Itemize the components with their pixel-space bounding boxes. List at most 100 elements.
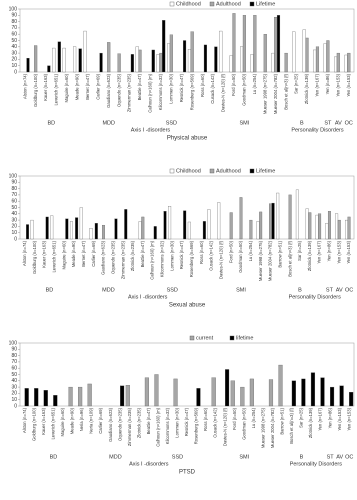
y-tick-label: 10 xyxy=(11,397,17,403)
bar xyxy=(87,383,92,407)
legend-swatch xyxy=(169,1,175,7)
category-label: Neria (n=96) xyxy=(79,407,84,431)
bar xyxy=(230,380,235,407)
bar xyxy=(124,209,128,240)
y-tick-label: 40 xyxy=(11,44,17,50)
bar xyxy=(337,219,341,240)
group-label: SMI xyxy=(239,454,249,460)
group-label: BD xyxy=(50,454,58,460)
bar xyxy=(259,211,263,240)
bar xyxy=(125,385,130,407)
bar xyxy=(107,42,111,73)
section-label: Personality Disorders xyxy=(291,127,344,133)
category-label: Calhoun (n=160) (m) xyxy=(150,240,155,279)
bar xyxy=(153,226,157,240)
y-tick-label: 60 xyxy=(11,199,17,205)
bar xyxy=(34,45,38,73)
category-label: Bosch et al(n=3) (f) xyxy=(289,407,294,443)
bar xyxy=(203,44,207,73)
bar xyxy=(190,31,194,73)
y-tick-label: 0 xyxy=(14,69,17,75)
category-label: Cusack (n=142) xyxy=(213,407,218,437)
y-tick-label: 50 xyxy=(11,205,17,211)
category-label: Mueser 2004 (n=782) xyxy=(268,240,273,281)
category-label: Davies-N (n=120) (f) xyxy=(221,73,226,112)
category-label: Leverich (n=651) xyxy=(51,240,56,272)
bar xyxy=(288,194,292,240)
category-label: Leverich (n=651) xyxy=(51,407,56,439)
bar xyxy=(315,46,320,73)
chart-title: PTSD xyxy=(179,470,196,476)
category-label: Lommen (n=30) xyxy=(169,240,174,270)
bar xyxy=(168,206,172,240)
bar xyxy=(120,385,125,407)
category-label: Gaudiano (n=623) xyxy=(108,407,113,441)
y-tick-label: 0 xyxy=(14,403,17,409)
group-label: B xyxy=(298,287,302,293)
bar xyxy=(154,374,159,407)
bar xyxy=(229,55,233,73)
category-label: Davies-N (n=120) (f) xyxy=(222,407,227,446)
bar xyxy=(232,13,236,73)
y-tick-label: 80 xyxy=(11,353,17,359)
category-label: Yen (n=86) xyxy=(327,240,332,261)
group-label: B xyxy=(300,120,304,126)
group-label: AV xyxy=(335,120,342,126)
bar xyxy=(83,30,87,73)
bar xyxy=(24,388,29,407)
y-tick-label: 30 xyxy=(11,384,17,390)
bar xyxy=(102,224,105,240)
legend-swatch xyxy=(209,168,215,174)
group-label: MDD xyxy=(102,120,115,126)
bar xyxy=(335,213,339,240)
bar xyxy=(305,208,309,240)
category-label: Neria (n=109) xyxy=(89,407,94,433)
bar xyxy=(256,221,260,240)
bar xyxy=(336,52,340,73)
legend-swatch xyxy=(249,1,255,7)
legend-label: Childhood xyxy=(176,2,201,8)
category-label: Beattie (n=47) xyxy=(146,407,151,434)
y-tick-label: 70 xyxy=(11,359,17,365)
category-label: Cusack (n=142) xyxy=(210,73,215,103)
group-label: MDD xyxy=(102,287,115,293)
bar xyxy=(75,217,79,240)
bar xyxy=(94,223,98,240)
bar xyxy=(250,54,254,73)
bar xyxy=(291,380,296,407)
bar xyxy=(196,388,201,407)
bar xyxy=(211,377,216,407)
y-tick-label: 100 xyxy=(9,6,18,12)
category-label: Goldburg (n=100) xyxy=(33,73,38,107)
category-label: Kilcommons (n=32) xyxy=(165,407,170,444)
bar xyxy=(276,15,281,73)
bar xyxy=(187,221,191,240)
category-label: Carlier (n=69) xyxy=(98,407,103,433)
y-tick-label: 100 xyxy=(9,173,18,179)
bar xyxy=(240,46,244,73)
y-tick-label: 80 xyxy=(11,19,17,25)
section-label: Axis I -disorders xyxy=(131,127,171,133)
category-label: Goodman (n=50) xyxy=(241,407,246,439)
category-label: Sar (n=25) xyxy=(294,73,299,94)
group-label: MDD xyxy=(109,454,122,460)
bar xyxy=(271,202,275,240)
legend-label: Lifetime xyxy=(256,2,275,8)
bar xyxy=(339,385,344,407)
category-label: Kilcommons (n=32) xyxy=(158,73,163,110)
bar xyxy=(295,189,299,240)
bar xyxy=(271,52,275,73)
y-tick-label: 100 xyxy=(9,340,18,346)
category-label: Ford (n=50) xyxy=(231,73,236,96)
category-label: Maguire (n=60) xyxy=(61,240,66,269)
group-label: OC xyxy=(345,454,353,460)
category-label: Yen (n=153) xyxy=(337,407,342,430)
bar xyxy=(99,52,103,73)
legend-swatch xyxy=(209,1,215,7)
legend-swatch xyxy=(169,168,175,174)
bar xyxy=(163,211,167,240)
bar xyxy=(117,53,121,73)
category-label: Maguire (n=60) xyxy=(60,407,65,436)
bar xyxy=(78,386,83,407)
y-tick-label: 20 xyxy=(11,391,17,397)
